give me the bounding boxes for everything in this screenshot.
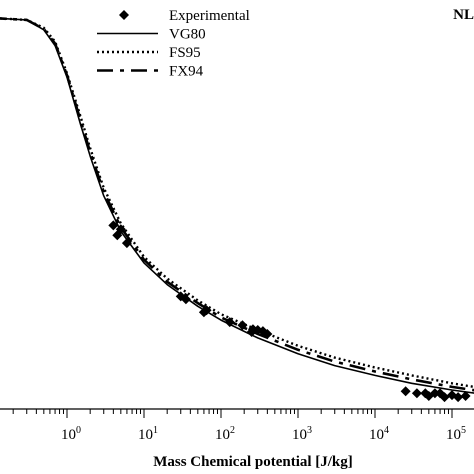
markers-layer [108, 220, 471, 403]
data-point [201, 305, 212, 316]
legend-label-vg80: VG80 [169, 27, 206, 43]
data-point [429, 388, 440, 399]
legend-label-fs95: FS95 [169, 45, 201, 61]
legend-label-fx94: FX94 [169, 64, 204, 80]
data-point [115, 224, 126, 235]
curves-layer [0, 17, 474, 394]
series-line-fx94 [0, 17, 474, 392]
data-point [180, 294, 191, 305]
series-line-vg80 [0, 17, 474, 394]
data-point [453, 392, 464, 403]
legend: Experimental VG80 FS95 FX94 [97, 8, 250, 80]
x-tick-label: 102 [215, 425, 235, 443]
x-axis-label: Mass Chemical potential [J/kg] [153, 454, 353, 470]
x-tick-label: 103 [292, 425, 312, 443]
x-tick-label: 105 [446, 425, 466, 443]
x-tick-label: 100 [61, 425, 81, 443]
data-point [121, 238, 132, 249]
x-axis: -1100101102103104105 [0, 408, 474, 443]
data-point [224, 317, 235, 328]
x-tick-label: 104 [369, 425, 389, 443]
series-line-fs95 [0, 17, 474, 389]
corner-label: NL [453, 7, 474, 23]
legend-label-experimental: Experimental [169, 8, 250, 24]
data-point [108, 220, 119, 231]
data-point [237, 320, 248, 331]
data-point [411, 388, 422, 399]
data-point [439, 392, 450, 403]
data-point [262, 328, 273, 339]
legend-marker-experimental [119, 10, 129, 20]
x-tick-label: 101 [138, 425, 158, 443]
data-point [400, 386, 411, 397]
data-point [460, 390, 471, 401]
